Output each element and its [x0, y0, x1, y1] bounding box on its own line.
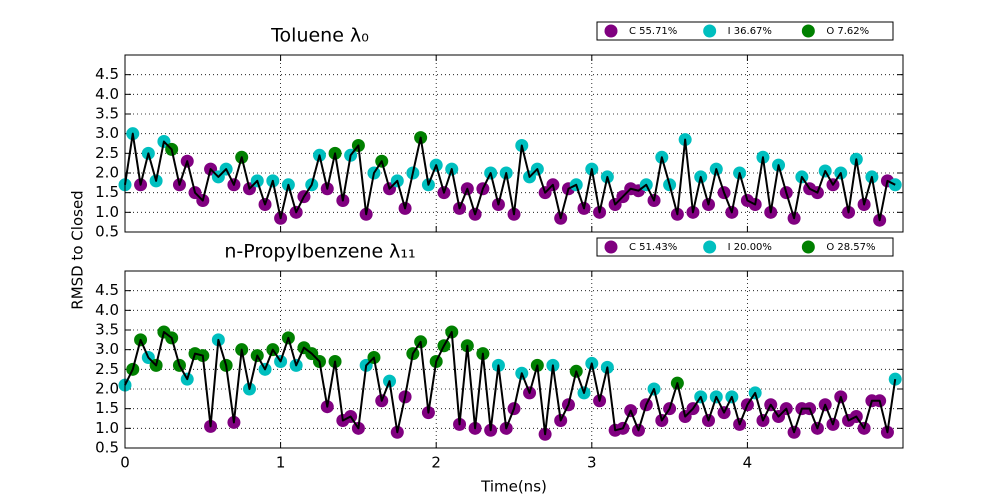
legend-marker	[703, 24, 717, 38]
x-tick-label: 0	[120, 454, 130, 472]
legend-label: I 20.00%	[728, 242, 772, 253]
y-tick-label: 1.5	[95, 183, 119, 201]
legend-label: O 28.57%	[826, 242, 875, 253]
legend-box	[596, 21, 894, 41]
legend-marker	[703, 240, 717, 254]
legend-label: C 55.71%	[629, 26, 677, 37]
legend-box	[596, 237, 894, 257]
x-tick-label: 2	[431, 454, 441, 472]
y-tick-label: 1.0	[95, 419, 119, 437]
y-tick-label: 4.0	[95, 85, 119, 103]
y-tick-label: 2.0	[95, 380, 119, 398]
panel-title: Toluene λ₀	[270, 25, 369, 47]
y-tick-label: 3.5	[95, 105, 119, 123]
legend-label: I 36.67%	[728, 26, 772, 37]
legend-marker	[604, 24, 618, 38]
y-axis-label: RMSD to Closed	[69, 190, 87, 309]
y-tick-label: 1.5	[95, 399, 119, 417]
y-tick-label: 3.0	[95, 340, 119, 358]
y-tick-label: 0.5	[95, 439, 119, 457]
legend-marker	[604, 240, 618, 254]
y-tick-label: 2.0	[95, 164, 119, 182]
y-tick-label: 3.0	[95, 124, 119, 142]
legend-label: C 51.43%	[629, 242, 677, 253]
trace-line	[124, 132, 896, 222]
y-tick-label: 4.0	[95, 301, 119, 319]
legend-marker	[801, 24, 815, 38]
y-tick-label: 0.5	[95, 223, 119, 241]
y-tick-label: 2.5	[95, 144, 119, 162]
x-tick-label: 3	[587, 454, 597, 472]
panel: 0.5 1.0 1.52.0 2.5 3.03.5 4.0 4.5 Toluene λ₀ C 5…	[69, 21, 904, 310]
x-axis-label: Time(ns)	[480, 478, 547, 496]
y-tick-label: 3.5	[95, 321, 119, 339]
plot-frame	[124, 54, 904, 233]
legend-label: O 7.62%	[826, 26, 869, 37]
panel: 0 1 2 3 4 0.5 1.0 1.52.0 2.5 3.03.5 4.0 4.5 n-Propyl…	[95, 237, 904, 496]
x-tick-label: 1	[276, 454, 286, 472]
legend-marker	[801, 240, 815, 254]
y-tick-label: 2.5	[95, 360, 119, 378]
y-tick-label: 1.0	[95, 203, 119, 221]
y-tick-label: 4.5	[95, 65, 119, 83]
panel-title: n-Propylbenzene λ₁₁	[224, 241, 415, 263]
x-tick-label: 4	[743, 454, 753, 472]
plot-frame	[124, 270, 904, 449]
y-tick-label: 4.5	[95, 281, 119, 299]
trace-line	[124, 330, 897, 436]
